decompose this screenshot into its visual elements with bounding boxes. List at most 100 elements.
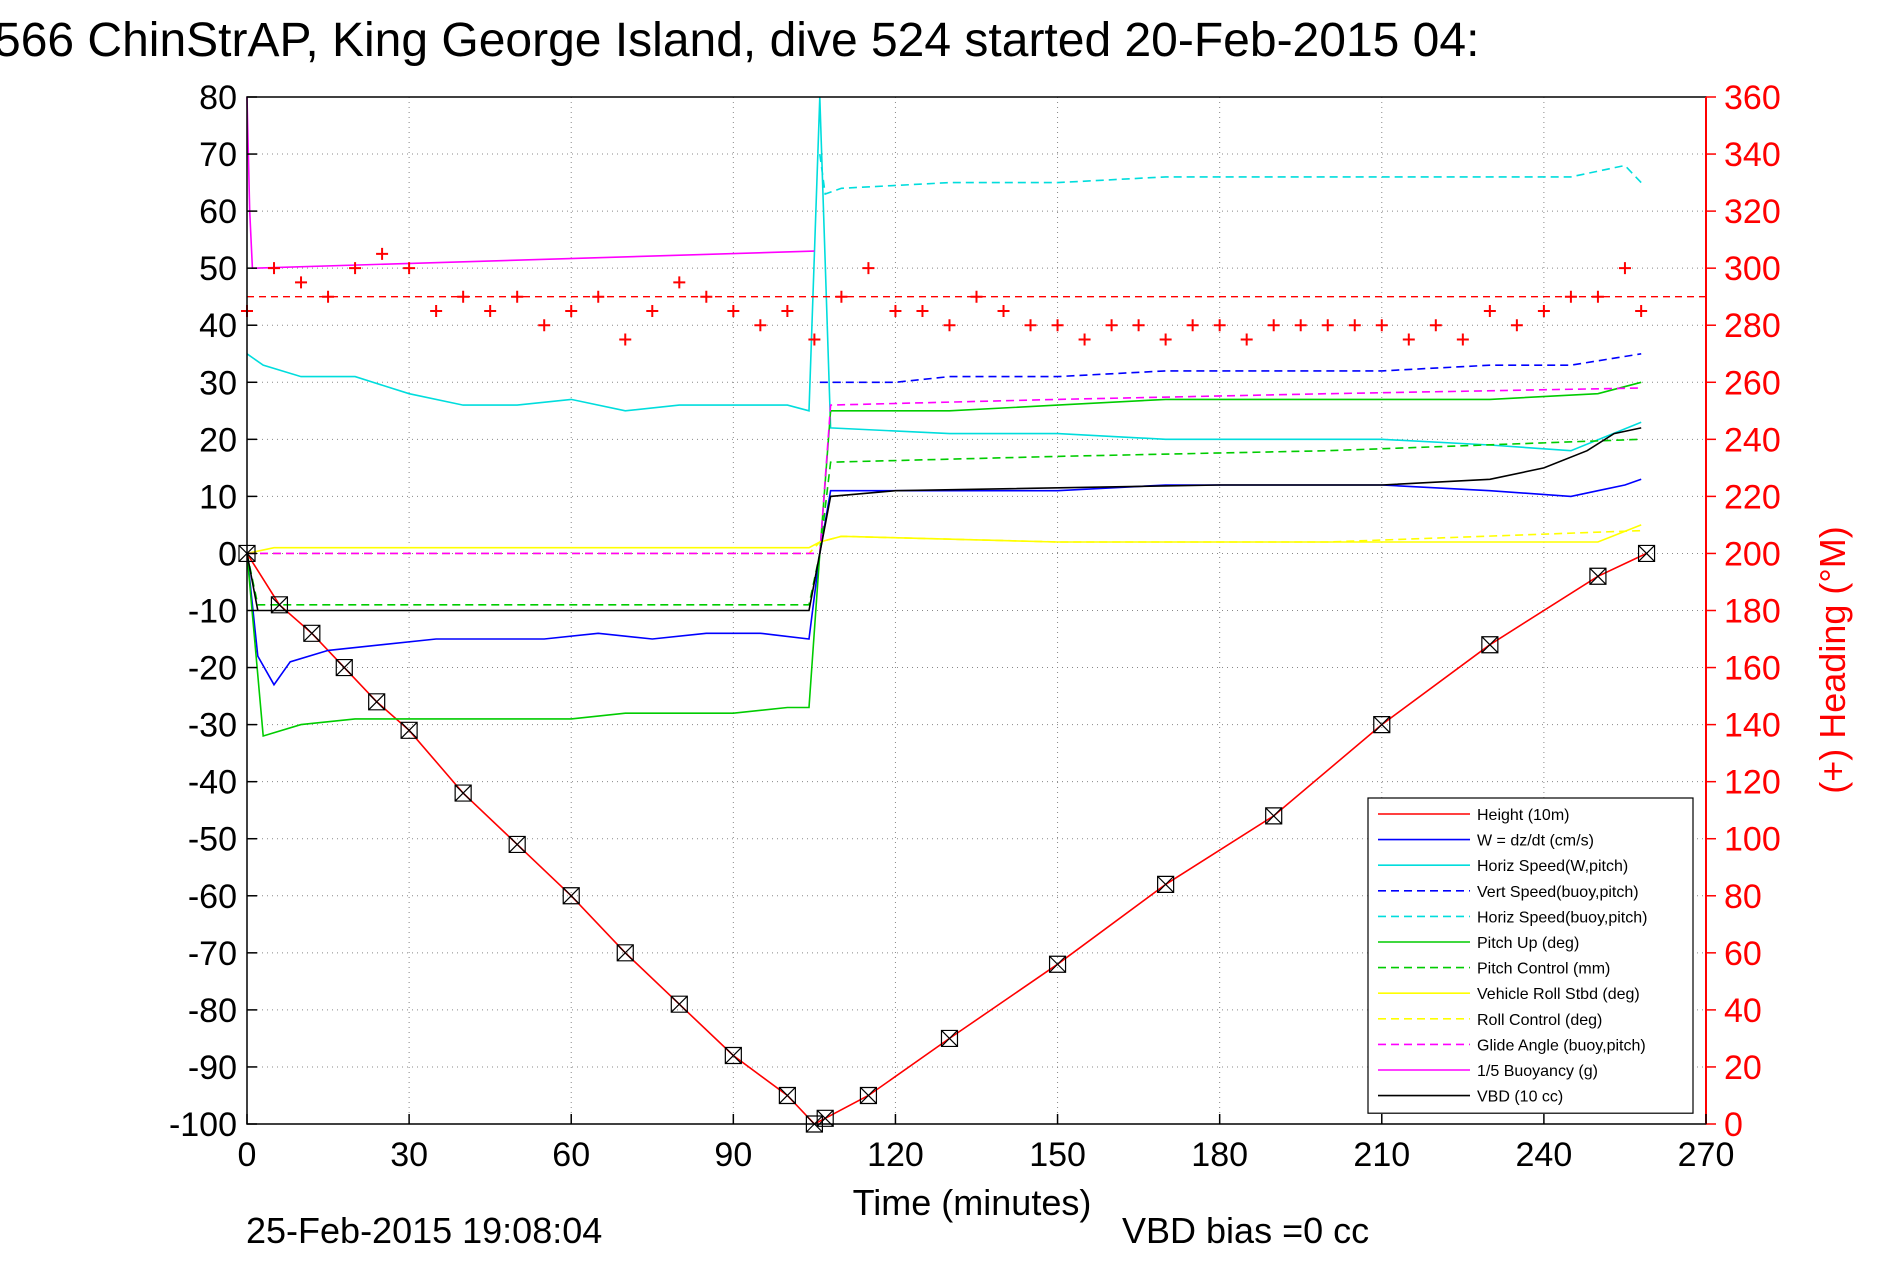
y-tick-label: -100: [169, 1106, 237, 1144]
y-tick-label: 50: [199, 250, 237, 288]
height-marker: [1265, 807, 1283, 825]
y-tick-label: 10: [199, 478, 237, 516]
height-marker: [1373, 716, 1391, 734]
y-tick-label: -60: [188, 878, 237, 916]
y-tick-label: -20: [188, 650, 237, 688]
heading-marker: [1321, 319, 1334, 332]
heading-marker: [1348, 319, 1361, 332]
x-tick-label: 30: [390, 1136, 428, 1174]
y-right-tick-label: 40: [1724, 992, 1762, 1030]
x-axis-ticks: 0 30 60 90 120 150 180 210 240 270: [238, 1114, 1735, 1174]
x-tick-label: 180: [1191, 1136, 1248, 1174]
heading-marker: [1213, 319, 1226, 332]
heading-marker: [1402, 333, 1415, 346]
heading-marker: [808, 333, 821, 346]
series-glide-angle-buoy-pitch: [247, 387, 1642, 555]
heading-marker: [1051, 319, 1064, 332]
heading-marker: [1510, 319, 1523, 332]
legend-entry: Vert Speed(buoy,pitch): [1477, 884, 1639, 901]
right-axis-label: (+) Heading (°M): [1812, 526, 1853, 793]
height-marker: [562, 887, 580, 905]
legend-entry: W = dz/dt (cm/s): [1477, 833, 1594, 850]
heading-marker: [1591, 290, 1604, 303]
heading-marker: [619, 333, 632, 346]
x-tick-label: 0: [238, 1136, 257, 1174]
height-marker: [303, 624, 321, 642]
x-tick-label: 90: [714, 1136, 752, 1174]
heading-marker: [1159, 333, 1172, 346]
height-marker: [368, 693, 386, 711]
x-tick-label: 240: [1516, 1136, 1573, 1174]
heading-marker: [1240, 333, 1253, 346]
chart-title: 566 ChinStrAP, King George Island, dive …: [0, 14, 1479, 67]
heading-marker: [700, 290, 713, 303]
heading-marker: [835, 290, 848, 303]
height-marker: [940, 1029, 959, 1048]
x-tick-label: 270: [1678, 1136, 1735, 1174]
legend-entry: Pitch Up (deg): [1477, 935, 1579, 952]
y-right-tick-label: 60: [1724, 935, 1762, 973]
heading-marker: [1564, 290, 1577, 303]
heading-marker: [646, 304, 659, 317]
y-right-tick-label: 320: [1724, 193, 1781, 231]
heading-marker: [754, 319, 767, 332]
y-right-tick-label: 300: [1724, 250, 1781, 288]
heading-marker: [862, 262, 875, 275]
height-marker: [1481, 636, 1499, 654]
heading-marker: [1537, 304, 1550, 317]
y-tick-label: 40: [199, 307, 237, 345]
heading-marker: [457, 290, 470, 303]
heading-marker: [376, 247, 389, 260]
legend-box: [1367, 797, 1694, 1114]
y-right-tick-label: 280: [1724, 307, 1781, 345]
series-vbd-10-cc: [246, 427, 1642, 612]
heading-marker: [1483, 304, 1496, 317]
heading-marker: [592, 290, 605, 303]
heading-marker: [295, 276, 308, 289]
heading-marker: [322, 290, 335, 303]
vbd-bias-footer: VBD bias =0 cc: [1122, 1210, 1369, 1251]
heading-marker: [1375, 319, 1388, 332]
height-marker: [400, 721, 418, 739]
height-marker: [1157, 875, 1175, 893]
timestamp-footer: 25-Feb-2015 19:08:04: [246, 1210, 602, 1251]
x-tick-label: 210: [1353, 1136, 1410, 1174]
left-axis-ticks: -100-90-80-70-60-50-40-30-20-10010203040…: [169, 79, 257, 1144]
heading-marker: [727, 304, 740, 317]
y-right-tick-label: 160: [1724, 650, 1781, 688]
height-marker: [335, 658, 353, 677]
series-vehicle-roll-stbd-deg: [246, 524, 1642, 555]
y-right-tick-label: 0: [1724, 1106, 1743, 1144]
heading-marker: [673, 276, 686, 289]
y-tick-label: -10: [188, 593, 237, 631]
height-marker: [1637, 544, 1656, 563]
heading-marker: [538, 319, 551, 332]
heading-markers: [241, 247, 1706, 346]
heading-marker: [565, 304, 578, 317]
height-marker: [454, 784, 472, 802]
heading-marker: [1078, 333, 1091, 346]
y-right-tick-label: 200: [1724, 535, 1781, 573]
height-marker: [670, 995, 688, 1013]
x-tick-label: 60: [552, 1136, 590, 1174]
heading-marker: [1635, 304, 1648, 317]
heading-marker: [1456, 333, 1469, 346]
legend-entry: Glide Angle (buoy,pitch): [1477, 1037, 1646, 1054]
y-right-tick-label: 220: [1724, 478, 1781, 516]
heading-marker: [1132, 319, 1145, 332]
y-right-tick-label: 120: [1724, 764, 1781, 802]
series-layer: [238, 96, 1656, 1133]
y-right-tick-label: 80: [1724, 878, 1762, 916]
y-right-tick-label: 340: [1724, 136, 1781, 174]
height-marker: [508, 835, 526, 854]
heading-marker: [511, 290, 524, 303]
series-1-5-buoyancy-g: [246, 96, 815, 270]
y-tick-label: -90: [188, 1049, 237, 1087]
heading-marker: [403, 262, 416, 275]
x-axis-label: Time (minutes): [853, 1182, 1092, 1223]
series-pitch-up-deg: [246, 381, 1642, 738]
height-marker: [778, 1086, 796, 1105]
y-tick-label: 80: [199, 79, 237, 117]
y-tick-label: 20: [199, 421, 237, 459]
y-right-tick-label: 100: [1724, 821, 1781, 859]
